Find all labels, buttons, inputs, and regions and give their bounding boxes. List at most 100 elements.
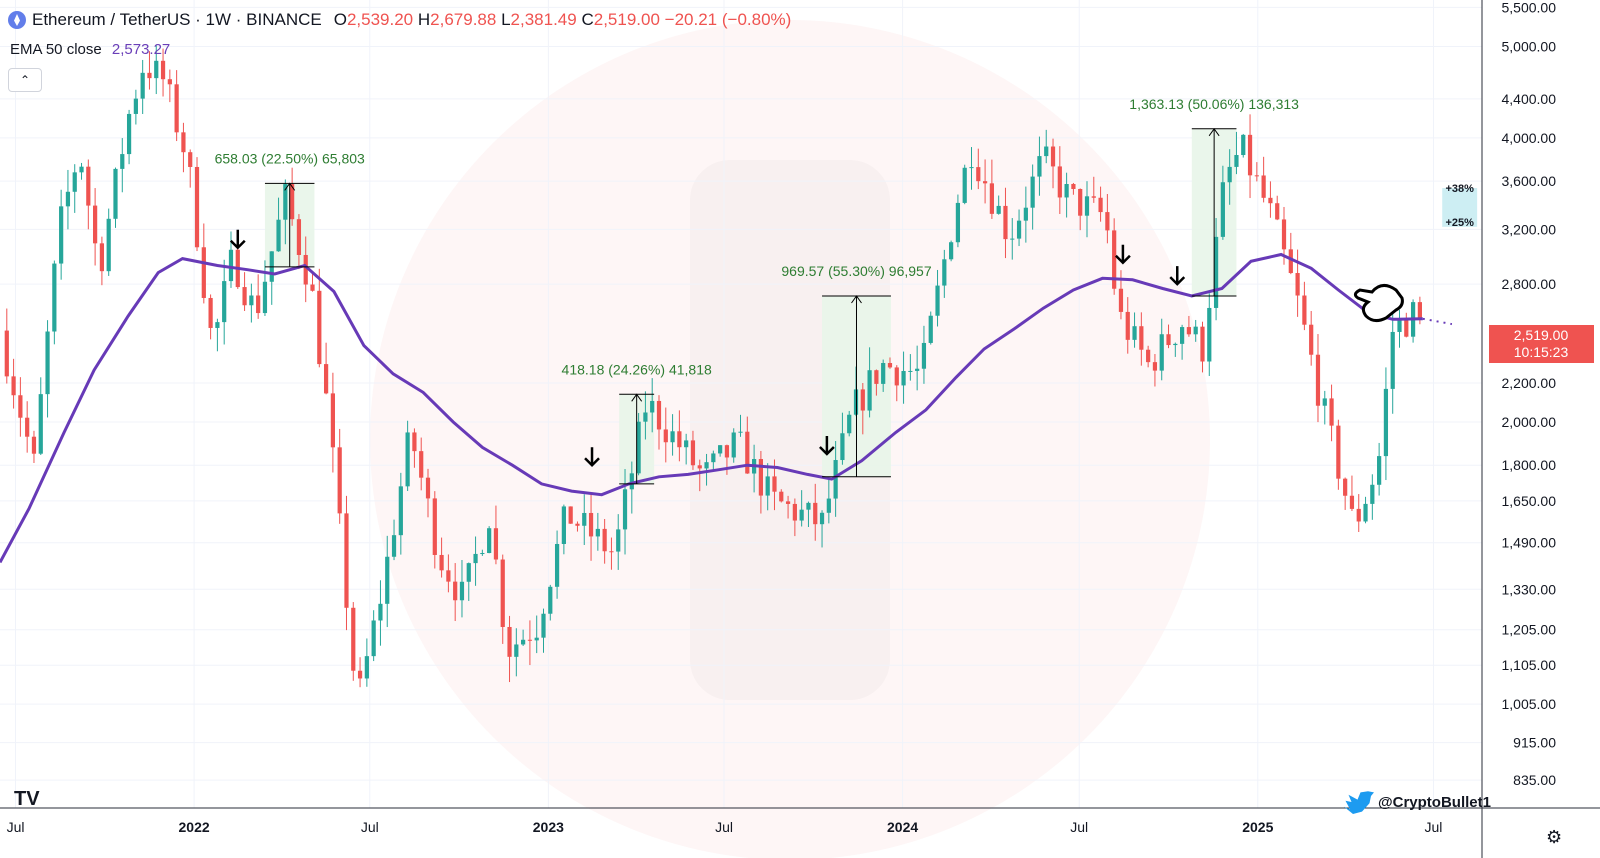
candle-body [11, 376, 16, 396]
candle-body [636, 421, 641, 474]
candle-body [779, 491, 784, 502]
candle-body [1254, 175, 1259, 177]
candle-body [1159, 334, 1164, 371]
candle-body [181, 132, 186, 153]
candle-body [1152, 362, 1158, 371]
candle-body [405, 432, 410, 487]
candle-body [1091, 196, 1096, 198]
candle-body [1302, 295, 1307, 325]
candle-body [541, 613, 546, 638]
candle-body [1417, 302, 1422, 318]
down-arrow-head [584, 457, 600, 467]
candle-body [1186, 327, 1192, 335]
collapse-legend-button[interactable]: ⌃ [8, 68, 42, 92]
y-tick-label: 3,200.00 [1502, 221, 1557, 237]
down-arrow-head [1169, 276, 1186, 286]
candle-body [133, 98, 138, 114]
target-label: +25% [1445, 217, 1474, 229]
candle-body [731, 432, 736, 458]
close-label: C [581, 10, 594, 29]
ema-extension [1422, 317, 1453, 326]
candle-body [120, 154, 125, 169]
x-tick-label: Jul [715, 819, 733, 835]
tradingview-logo-icon[interactable]: TV [14, 788, 40, 810]
indicator-legend[interactable]: EMA 50 close 2,573.27 [10, 41, 170, 58]
candle-body [18, 395, 23, 418]
candle-body [160, 60, 166, 80]
symbol-title[interactable]: Ethereum / TetherUS · 1W · BINANCE [32, 10, 322, 29]
candle-body [1356, 508, 1361, 522]
settings-gear-icon[interactable]: ⚙ [1546, 827, 1563, 847]
candle-body [1037, 156, 1042, 177]
candle-body [38, 394, 43, 454]
candle-body [874, 370, 879, 384]
candle-body [955, 202, 961, 243]
candle-body [1281, 219, 1287, 250]
candle-body [154, 60, 159, 79]
down-arrow-head [1115, 254, 1131, 265]
candle-body [364, 656, 369, 679]
candle-body [724, 445, 730, 458]
measure-label: 969.57 (55.30%) 96,957 [781, 263, 931, 279]
candle-body [514, 644, 519, 657]
price-tag-bg [1489, 325, 1594, 363]
candle-body [792, 503, 797, 521]
candle-body [1139, 326, 1144, 350]
candle-body [31, 436, 37, 454]
candle-body [697, 465, 702, 469]
candle-body [663, 429, 668, 443]
candle-body [561, 506, 566, 544]
candle-body [690, 440, 696, 466]
candle-body [643, 412, 648, 422]
y-tick-label: 2,000.00 [1502, 414, 1557, 430]
candle-body [1315, 354, 1321, 406]
candle-body [480, 553, 485, 555]
y-tick-label: 1,800.00 [1502, 457, 1557, 473]
candle-body [473, 553, 478, 564]
candle-body [242, 287, 247, 306]
measure-arrow-head [851, 295, 862, 304]
candles [4, 45, 1422, 688]
candle-body [1180, 327, 1185, 344]
y-tick-label: 1,650.00 [1502, 493, 1557, 509]
candle-body [344, 513, 349, 608]
candle-body [1030, 176, 1035, 208]
measure-arrow-head [1208, 127, 1220, 137]
candle-body [1084, 196, 1090, 216]
candle-body [500, 559, 505, 627]
candle-body [1098, 197, 1103, 213]
y-tick-label: 1,490.00 [1502, 535, 1557, 551]
candle-body [1166, 334, 1171, 346]
candle-body [378, 603, 383, 621]
candle-body [1343, 478, 1348, 496]
candle-body [1247, 134, 1253, 176]
chart-header: Ethereum / TetherUS · 1W · BINANCE O2,53… [8, 10, 791, 30]
target-label: +38% [1445, 183, 1474, 195]
candle-body [466, 563, 471, 582]
candle-body [1275, 203, 1280, 220]
candle-body [887, 363, 893, 368]
y-tick-label: 1,205.00 [1502, 622, 1557, 638]
candle-body [493, 528, 499, 560]
candle-body [317, 290, 322, 365]
candle-body [1336, 425, 1341, 479]
author-watermark: @CryptoBullet1 [1344, 790, 1491, 814]
candle-body [1078, 188, 1083, 216]
candle-body [337, 447, 342, 514]
candle-body [1023, 207, 1028, 221]
candle-body [446, 570, 451, 582]
y-tick-label: 5,000.00 [1502, 38, 1557, 54]
candle-body [602, 528, 607, 552]
measures: 658.03 (22.50%) 65,803 418.18 (24.26%) 41… [215, 96, 1474, 485]
candle-body [629, 473, 634, 490]
indicator-value: 2,573.27 [111, 41, 171, 58]
candle-body [650, 400, 655, 413]
candle-body [1363, 503, 1368, 522]
candle-body [670, 431, 675, 443]
candle-body [799, 509, 804, 521]
candle-body [1261, 175, 1266, 198]
candle-body [188, 152, 193, 167]
x-tick-label: 2024 [887, 819, 918, 835]
